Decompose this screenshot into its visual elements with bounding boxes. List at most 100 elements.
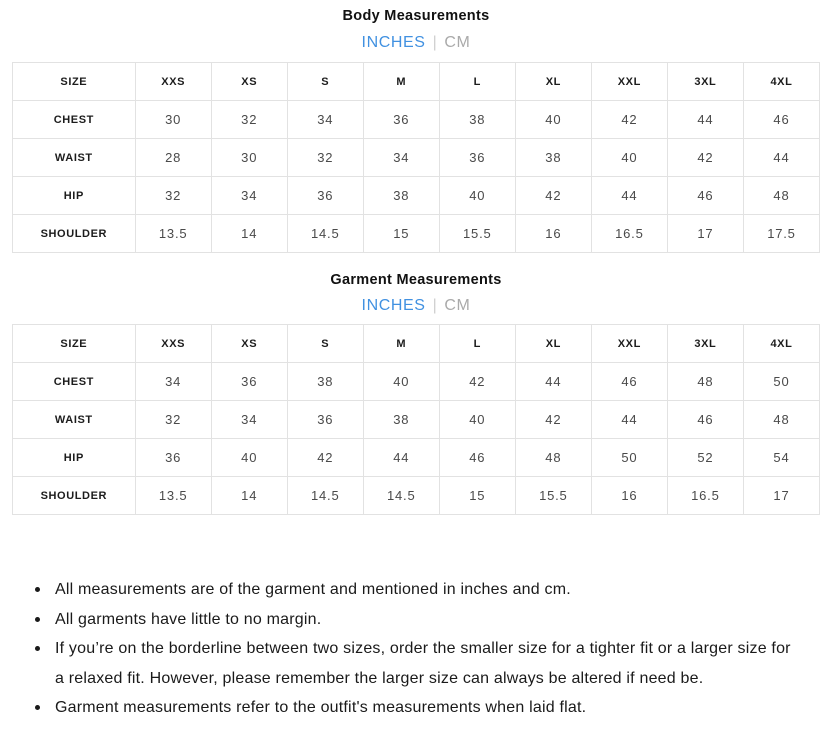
- measurement-cell: 34: [134, 362, 212, 401]
- unit-separator: |: [432, 297, 438, 314]
- measurement-cell: 13.5: [134, 214, 212, 253]
- measurement-cell: 15.5: [514, 476, 592, 515]
- measurement-cell: 17.5: [742, 214, 821, 253]
- column-header: L: [438, 324, 516, 363]
- measurement-cell: 44: [590, 400, 668, 439]
- measurement-cell: 38: [514, 138, 592, 177]
- body-measurements-title: Body Measurements: [342, 8, 490, 24]
- measurement-cell: 16: [590, 476, 668, 515]
- measurement-cell: 16.5: [666, 476, 744, 515]
- row-label: WAIST: [12, 400, 136, 439]
- table-row: WAIST 32 34 36 38 40 42 44 46 48: [12, 400, 821, 439]
- measurement-cell: 44: [362, 438, 440, 477]
- column-header: XL: [514, 62, 592, 101]
- garment-inches-tab[interactable]: INCHES: [361, 297, 426, 314]
- measurement-cell: 44: [590, 176, 668, 215]
- measurement-cell: 42: [286, 438, 364, 477]
- measurement-cell: 15: [362, 214, 440, 253]
- measurement-cell: 13.5: [134, 476, 212, 515]
- garment-cm-tab[interactable]: CM: [444, 297, 471, 314]
- measurement-cell: 46: [438, 438, 516, 477]
- measurement-cell: 42: [666, 138, 744, 177]
- measurement-cell: 40: [438, 176, 516, 215]
- measurement-cell: 42: [514, 400, 592, 439]
- column-header: XL: [514, 324, 592, 363]
- table-header-row: SIZE XXS XS S M L XL XXL 3XL 4XL: [12, 62, 821, 101]
- column-header: XS: [210, 62, 288, 101]
- measurement-cell: 34: [210, 400, 288, 439]
- column-header: 4XL: [742, 62, 821, 101]
- measurement-cell: 36: [210, 362, 288, 401]
- measurement-cell: 50: [742, 362, 821, 401]
- measurement-cell: 14: [210, 214, 288, 253]
- measurement-cell: 48: [666, 362, 744, 401]
- row-label: CHEST: [12, 100, 136, 139]
- table-row: HIP 36 40 42 44 46 48 50 52 54: [12, 438, 821, 477]
- body-cm-tab[interactable]: CM: [444, 34, 471, 51]
- notes-list: All measurements are of the garment and …: [33, 575, 795, 723]
- column-header: L: [438, 62, 516, 101]
- measurement-cell: 38: [438, 100, 516, 139]
- measurement-cell: 16.5: [590, 214, 668, 253]
- garment-measurements-table: SIZE XXS XS S M L XL XXL 3XL 4XL CHEST 34 36 38 40 42 4…: [12, 324, 821, 515]
- measurement-cell: 34: [210, 176, 288, 215]
- column-header: M: [362, 324, 440, 363]
- row-label: WAIST: [12, 138, 136, 177]
- measurement-cell: 44: [666, 100, 744, 139]
- measurement-cell: 30: [134, 100, 212, 139]
- measurement-cell: 14.5: [286, 214, 364, 253]
- measurement-cell: 32: [286, 138, 364, 177]
- table-row: SHOULDER 13.5 14 14.5 15 15.5 16 16.5 17 17.5: [12, 214, 821, 253]
- table-row: CHEST 30 32 34 36 38 40 42 44 46: [12, 100, 821, 139]
- garment-unit-toggle: INCHES | CM: [0, 297, 832, 315]
- measurement-cell: 40: [438, 400, 516, 439]
- measurement-cell: 42: [514, 176, 592, 215]
- table-row: SHOULDER 13.5 14 14.5 14.5 15 15.5 16 16.5 17: [12, 476, 821, 515]
- measurement-cell: 48: [514, 438, 592, 477]
- measurement-cell: 40: [590, 138, 668, 177]
- garment-measurements-title: Garment Measurements: [330, 272, 502, 288]
- column-header: SIZE: [12, 62, 136, 101]
- note-item: All measurements are of the garment and …: [33, 575, 795, 605]
- measurement-cell: 36: [286, 176, 364, 215]
- measurement-cell: 32: [134, 176, 212, 215]
- column-header: S: [286, 62, 364, 101]
- row-label: HIP: [12, 438, 136, 477]
- column-header: SIZE: [12, 324, 136, 363]
- measurement-cell: 14.5: [362, 476, 440, 515]
- measurement-cell: 42: [438, 362, 516, 401]
- measurement-cell: 46: [742, 100, 821, 139]
- table-header-row: SIZE XXS XS S M L XL XXL 3XL 4XL: [12, 324, 821, 363]
- table-row: WAIST 28 30 32 34 36 38 40 42 44: [12, 138, 821, 177]
- table-row: HIP 32 34 36 38 40 42 44 46 48: [12, 176, 821, 215]
- unit-separator: |: [432, 34, 438, 51]
- body-unit-toggle: INCHES | CM: [0, 34, 832, 52]
- measurement-cell: 46: [666, 176, 744, 215]
- measurement-cell: 17: [742, 476, 821, 515]
- measurement-cell: 54: [742, 438, 821, 477]
- measurement-cell: 36: [286, 400, 364, 439]
- measurement-cell: 28: [134, 138, 212, 177]
- measurement-cell: 44: [514, 362, 592, 401]
- measurement-cell: 40: [514, 100, 592, 139]
- body-measurements-table: SIZE XXS XS S M L XL XXL 3XL 4XL CHEST 30 32 34 36 38 4…: [12, 62, 821, 253]
- measurement-cell: 46: [666, 400, 744, 439]
- column-header: M: [362, 62, 440, 101]
- measurement-cell: 40: [362, 362, 440, 401]
- note-item: If you’re on the borderline between two …: [33, 634, 795, 693]
- measurement-cell: 34: [362, 138, 440, 177]
- measurement-cell: 14: [210, 476, 288, 515]
- measurement-cell: 15: [438, 476, 516, 515]
- body-inches-tab[interactable]: INCHES: [361, 34, 426, 51]
- row-label: HIP: [12, 176, 136, 215]
- column-header: XXS: [134, 62, 212, 101]
- column-header: 3XL: [666, 324, 744, 363]
- column-header: 3XL: [666, 62, 744, 101]
- measurement-cell: 17: [666, 214, 744, 253]
- body-measurements-section: Body Measurements INCHES | CM SIZE XXS XS S M L…: [0, 8, 832, 253]
- measurement-cell: 42: [590, 100, 668, 139]
- measurement-cell: 32: [134, 400, 212, 439]
- column-header: XXS: [134, 324, 212, 363]
- measurement-cell: 34: [286, 100, 364, 139]
